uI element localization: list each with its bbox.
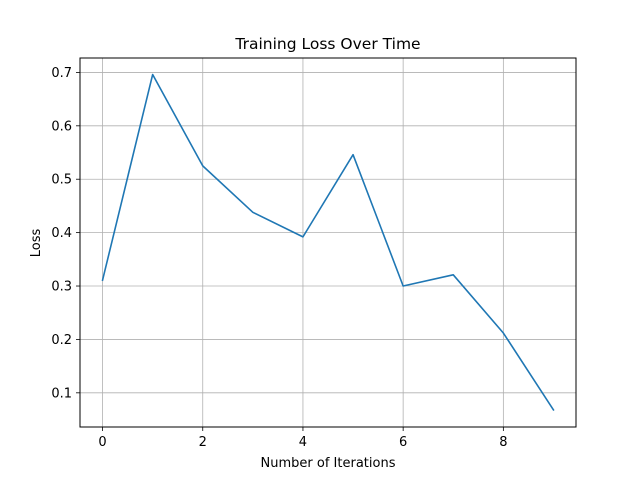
y-tick-label: 0.2 — [51, 333, 72, 348]
loss-line — [101, 73, 555, 412]
x-axis: 0 2 4 6 8 — [98, 427, 507, 450]
x-tick-label: 2 — [199, 435, 207, 450]
x-tick-label: 6 — [399, 435, 407, 450]
y-tick-label: 0.3 — [51, 280, 72, 295]
x-axis-label: Number of Iterations — [261, 456, 396, 471]
y-tick-label: 0.7 — [51, 66, 72, 81]
grid — [80, 58, 576, 427]
x-tick-label: 4 — [299, 435, 307, 450]
y-axis: 0.1 0.2 0.3 0.4 0.5 0.6 0.7 — [51, 66, 80, 401]
series-group — [101, 73, 555, 412]
x-tick-label: 0 — [98, 435, 106, 450]
y-tick-label: 0.5 — [51, 173, 72, 188]
y-tick-label: 0.6 — [51, 119, 72, 134]
y-tick-label: 0.4 — [51, 226, 72, 241]
y-tick-label: 0.1 — [51, 386, 72, 401]
plot-area-frame — [79, 57, 577, 428]
chart-title: Training Loss Over Time — [234, 35, 420, 53]
y-axis-label: Loss — [29, 229, 44, 258]
x-tick-label: 8 — [499, 435, 507, 450]
